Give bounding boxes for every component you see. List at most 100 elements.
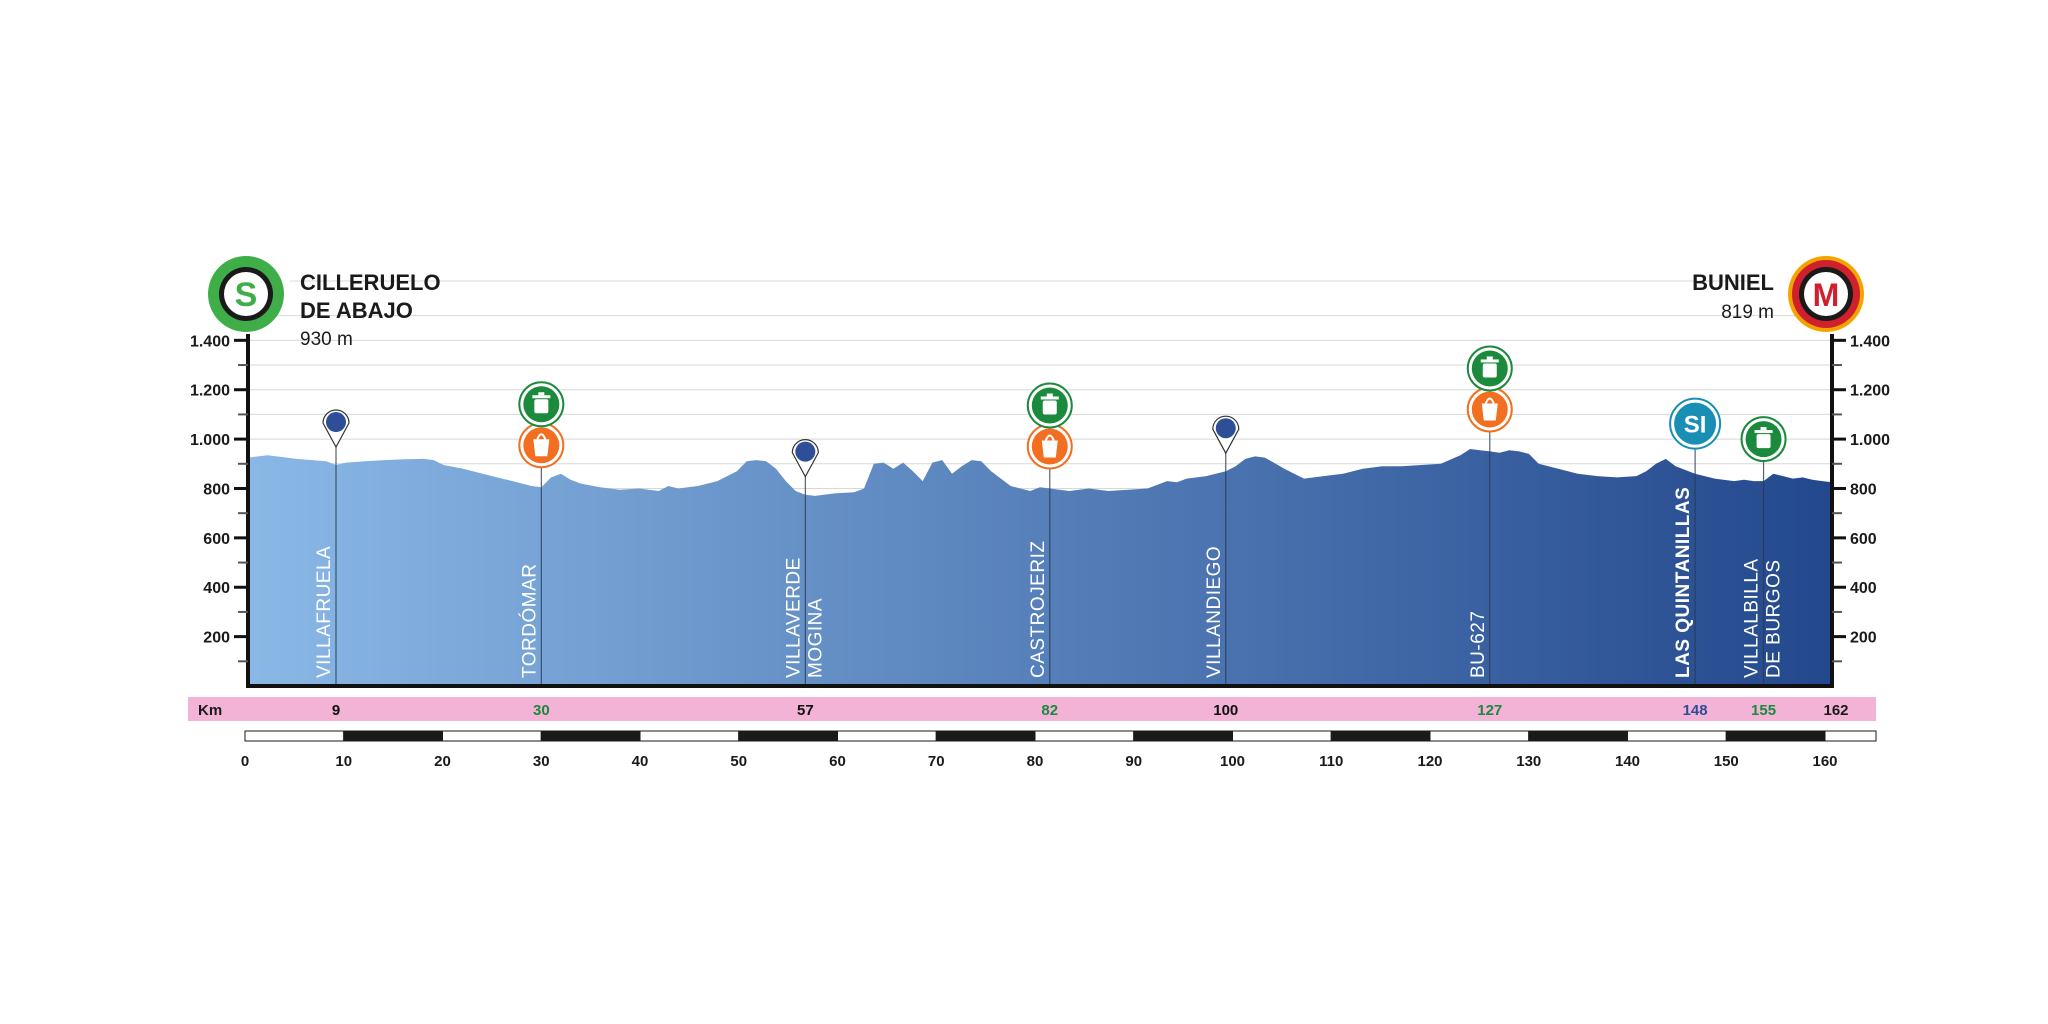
km-band-value: 127 xyxy=(1477,702,1502,719)
scale-segment-light xyxy=(1627,730,1727,742)
start-badge: S xyxy=(208,256,284,332)
point-names: VILLAFRUELA TORDÓMAR VILLAVERDE MOGINA CASTR… xyxy=(314,487,1785,678)
x-tick-label: 30 xyxy=(533,753,550,770)
x-tick-label: 110 xyxy=(1319,753,1343,770)
point-name: VILLAFRUELA xyxy=(314,546,335,678)
point-icons: SI xyxy=(322,345,1787,478)
km-band-value: 30 xyxy=(533,702,550,719)
scale-segment-dark xyxy=(738,730,838,742)
distance-scale xyxy=(244,730,1877,742)
y-axis: 200 200 400 400 600 600 800 800 1.000 1.000 1.200 1… xyxy=(190,333,1890,663)
point-lines xyxy=(335,411,1765,684)
finish-name: BUNIEL xyxy=(1692,270,1774,295)
bag-handle xyxy=(1044,434,1055,441)
finish-altitude: 819 m xyxy=(1721,302,1774,323)
point-name: TORDÓMAR xyxy=(518,564,540,678)
icon-disc xyxy=(1674,402,1717,445)
y-tick-label-left: 400 xyxy=(203,580,230,597)
bag-body xyxy=(1481,403,1498,421)
bin-body xyxy=(1756,434,1771,449)
y-tick-label-left: 800 xyxy=(203,481,230,498)
y-tick-label-right: 400 xyxy=(1850,580,1877,597)
x-tick-label: 80 xyxy=(1027,753,1044,770)
x-tick-label: 90 xyxy=(1125,753,1142,770)
km-label: Km xyxy=(198,702,222,719)
bin-lid xyxy=(1040,396,1059,400)
bin-lid xyxy=(1754,430,1773,434)
start-altitude: 930 m xyxy=(300,329,353,350)
km-band-value: 82 xyxy=(1041,702,1058,719)
km-band-values: 9 30 57 82 100 127 148 155 xyxy=(332,702,1776,719)
y-tick-label-right: 600 xyxy=(1850,531,1877,548)
x-axis-ticks: 0 10 20 30 40 50 60 70 80 90 100 110 120 130 140 150 160 xyxy=(241,753,1838,770)
x-tick-label: 50 xyxy=(730,753,747,770)
x-tick-label: 140 xyxy=(1615,753,1640,770)
chart-frame xyxy=(246,334,1834,688)
km-band-value: 148 xyxy=(1683,702,1708,719)
bin-handle xyxy=(1486,356,1493,360)
y-tick-label-left: 600 xyxy=(203,531,230,548)
x-tick-label: 60 xyxy=(829,753,846,770)
point-name: VILLALBILLA xyxy=(1742,558,1763,678)
scale-segment-dark xyxy=(540,730,641,742)
bin-body xyxy=(1042,400,1057,415)
bin-handle xyxy=(1760,427,1767,431)
bin-handle xyxy=(538,392,545,396)
scale-segment-light xyxy=(244,730,345,742)
y-tick-label-left: 1.000 xyxy=(190,432,230,449)
km-band-value: 100 xyxy=(1213,702,1238,719)
point-name: VILLANDIEGO xyxy=(1204,546,1225,678)
y-tick-label-left: 1.400 xyxy=(190,333,230,350)
bin-lid xyxy=(1480,359,1499,363)
scale-segment-light xyxy=(837,730,937,742)
scale-segment-light xyxy=(1232,730,1332,742)
scale-segment-light xyxy=(1824,730,1877,742)
x-tick-label: 10 xyxy=(335,753,352,770)
x-tick-label: 0 xyxy=(241,753,249,770)
x-tick-label: 100 xyxy=(1220,753,1245,770)
x-tick-label: 120 xyxy=(1417,753,1442,770)
location-pin-dot xyxy=(1215,418,1236,439)
scale-segment-dark xyxy=(1133,730,1233,742)
scale-segment-dark xyxy=(1528,730,1628,742)
km-band-value: 57 xyxy=(797,702,814,719)
x-tick-label: 70 xyxy=(928,753,945,770)
bag-body xyxy=(1041,440,1058,458)
y-tick-label-right: 800 xyxy=(1850,481,1877,498)
point-name: VILLAVERDE xyxy=(783,557,804,678)
location-pin-dot xyxy=(795,441,816,462)
point-name: CASTROJERIZ xyxy=(1028,541,1049,678)
x-tick-label: 40 xyxy=(632,753,649,770)
start-badge-letter: S xyxy=(235,276,258,314)
point-name: LAS QUINTANILLAS xyxy=(1673,487,1694,678)
bin-body xyxy=(1482,363,1497,378)
y-tick-label-right: 200 xyxy=(1850,630,1877,647)
y-tick-label-right: 1.400 xyxy=(1850,333,1890,350)
finish-badge: M xyxy=(1788,256,1864,332)
point-name-line2: DE BURGOS xyxy=(1764,559,1785,678)
bag-handle xyxy=(1484,397,1495,404)
bin-handle xyxy=(1046,393,1053,397)
km-band xyxy=(188,697,1876,721)
scale-segment-dark xyxy=(343,730,443,742)
scale-segment-light xyxy=(442,730,542,742)
scale-segment-dark xyxy=(1725,730,1826,742)
sprint-label: SI xyxy=(1684,412,1707,439)
bin-lid xyxy=(532,395,551,399)
km-band-value: 9 xyxy=(332,702,340,719)
scale-segment-light xyxy=(639,730,740,742)
point-name: BU-627 xyxy=(1468,611,1489,678)
location-pin-dot xyxy=(326,412,346,433)
finish-badge-letter: M xyxy=(1813,277,1840,313)
scale-segment-light xyxy=(1429,730,1530,742)
point-name-line2: MOGINA xyxy=(805,598,826,678)
y-tick-label-left: 1.200 xyxy=(190,383,230,400)
scale-segment-light xyxy=(1034,730,1135,742)
y-tick-label-right: 1.200 xyxy=(1850,383,1890,400)
x-tick-label: 130 xyxy=(1516,753,1541,770)
elevation-area xyxy=(248,449,1832,686)
x-tick-label: 160 xyxy=(1812,753,1837,770)
scale-segment-dark xyxy=(1330,730,1431,742)
start-name-line2: DE ABAJO xyxy=(300,298,413,323)
